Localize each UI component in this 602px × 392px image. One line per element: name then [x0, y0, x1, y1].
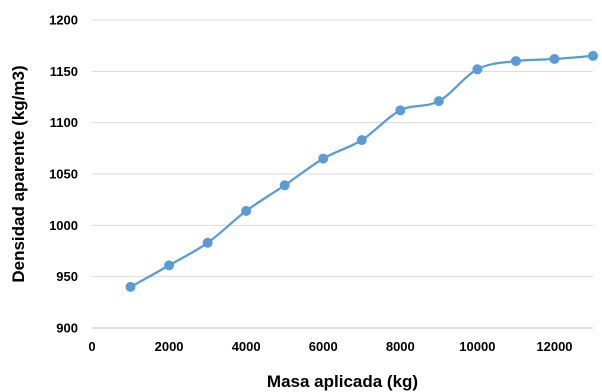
data-point — [280, 180, 290, 190]
y-axis: 900 950 1000 1050 1100 1150 1200 — [49, 13, 78, 336]
data-point — [549, 54, 559, 64]
data-point — [472, 64, 482, 74]
series-line — [131, 56, 593, 287]
x-axis-title: Masa aplicada (kg) — [267, 372, 418, 391]
data-point — [164, 260, 174, 270]
data-point — [126, 282, 136, 292]
data-point — [434, 96, 444, 106]
y-tick-label: 900 — [56, 321, 78, 336]
y-tick-label: 1050 — [49, 167, 78, 182]
series-layer — [126, 51, 598, 292]
y-tick-label: 1100 — [50, 115, 78, 130]
y-tick-label: 1000 — [49, 218, 78, 233]
data-point — [395, 105, 405, 115]
y-tick-label: 950 — [56, 269, 78, 284]
x-tick-label: 12000 — [536, 339, 572, 354]
data-point — [203, 238, 213, 248]
data-point — [241, 206, 251, 216]
y-tick-label: 1150 — [50, 64, 78, 79]
x-tick-label: 8000 — [386, 339, 415, 354]
data-point — [588, 51, 598, 61]
x-tick-label: 4000 — [232, 339, 261, 354]
y-axis-title: Densidad aparente (kg/m3) — [9, 65, 28, 282]
data-point — [318, 154, 328, 164]
x-tick-label: 6000 — [309, 339, 338, 354]
x-tick-label: 0 — [88, 339, 95, 354]
x-axis: 0 2000 4000 6000 8000 10000 12000 — [88, 328, 593, 354]
x-tick-label: 2000 — [155, 339, 184, 354]
y-tick-label: 1200 — [49, 13, 78, 28]
x-tick-label: 10000 — [459, 339, 495, 354]
data-point — [511, 56, 521, 66]
data-point — [357, 135, 367, 145]
